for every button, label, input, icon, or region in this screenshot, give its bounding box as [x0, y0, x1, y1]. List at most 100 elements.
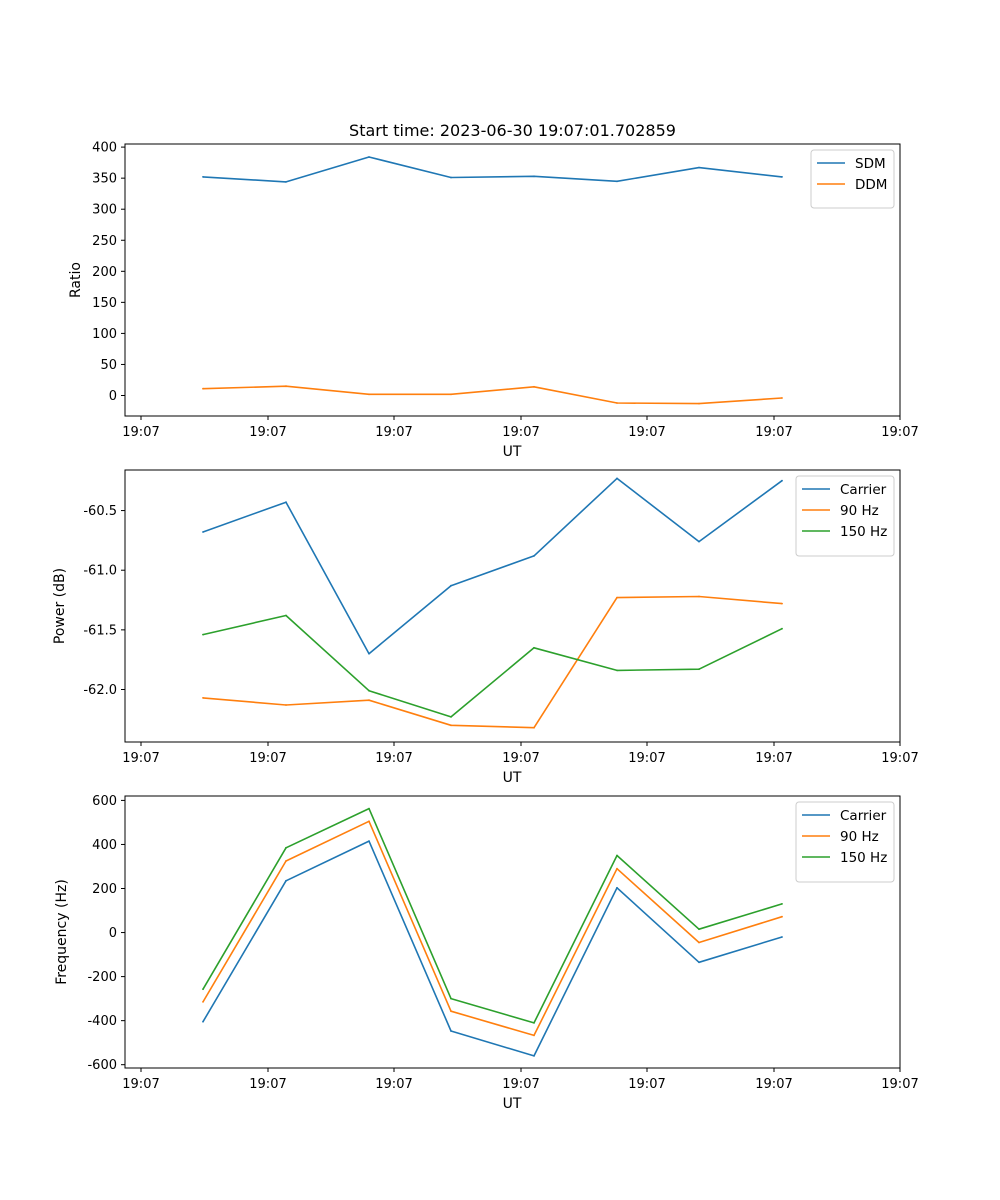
series-line-150-hz — [202, 807, 783, 1024]
data-point-carrier — [450, 1030, 452, 1032]
y-tick-label: 200 — [92, 265, 117, 280]
data-point-carrier — [698, 961, 700, 964]
x-tick-label: 19:07 — [249, 1077, 286, 1092]
x-axis-label: UT — [503, 1096, 522, 1112]
chart-panel-3: 19:07 19:07 19:07 19:07 19:07 19:07 19:07 -600 -… — [54, 794, 919, 1112]
data-point-carrier — [368, 840, 370, 842]
data-point-sdm — [781, 176, 783, 178]
y-axis-label: Power (dB) — [52, 568, 68, 644]
y-tick-label: 150 — [92, 296, 117, 311]
data-point-150-hz — [285, 614, 287, 617]
data-point-150-hz — [616, 854, 618, 857]
data-point-90-hz — [368, 699, 370, 702]
legend-label: SDM — [855, 156, 886, 172]
data-point-sdm — [202, 176, 204, 178]
data-point-sdm — [285, 181, 287, 183]
data-point-carrier — [616, 886, 618, 889]
data-point-carrier — [368, 652, 370, 655]
y-tick-label: -61.5 — [83, 623, 117, 638]
x-tick-label: 19:07 — [502, 751, 539, 766]
data-point-carrier — [533, 1055, 535, 1057]
data-point-150-hz — [450, 716, 452, 718]
y-tick-label: -60.5 — [83, 504, 117, 519]
data-point-150-hz — [368, 689, 370, 692]
y-tick-label: 100 — [92, 327, 117, 342]
data-point-150-hz — [202, 988, 204, 991]
legend-label: 90 Hz — [840, 503, 879, 519]
data-point-carrier — [202, 1020, 204, 1023]
data-point-150-hz — [698, 668, 700, 671]
data-point-90-hz — [698, 941, 700, 944]
x-axis-label: UT — [503, 770, 522, 786]
x-tick-label: 19:07 — [122, 1077, 159, 1092]
series-line-90-hz — [202, 595, 783, 729]
data-point-carrier — [698, 540, 700, 543]
y-tick-label: 250 — [92, 234, 117, 249]
data-point-sdm — [450, 176, 452, 179]
x-tick-label: 19:07 — [249, 751, 286, 766]
data-point-ddm — [781, 397, 783, 399]
data-point-sdm — [698, 166, 700, 169]
data-point-90-hz — [450, 1010, 452, 1013]
y-tick-label: 50 — [100, 358, 117, 373]
legend: Carrier 90 Hz 150 Hz — [795, 801, 895, 883]
legend-label: 150 Hz — [840, 850, 887, 866]
figure-title: Start time: 2023-06-30 19:07:01.702859 — [349, 121, 676, 140]
data-point-carrier — [533, 555, 535, 557]
data-point-carrier — [616, 477, 618, 480]
data-point-90-hz — [285, 860, 287, 862]
data-point-150-hz — [698, 928, 700, 931]
y-tick-label: 600 — [92, 794, 117, 809]
legend-label: Carrier — [840, 808, 887, 824]
x-tick-label: 19:07 — [628, 751, 665, 766]
legend: SDM DDM — [810, 149, 895, 209]
data-point-90-hz — [368, 820, 370, 823]
data-point-150-hz — [781, 903, 783, 905]
x-tick-label: 19:07 — [628, 425, 665, 440]
y-tick-label: -61.0 — [83, 564, 117, 579]
x-tick-label: 19:07 — [755, 425, 792, 440]
data-point-ddm — [202, 387, 204, 390]
data-point-ddm — [450, 393, 452, 396]
data-point-sdm — [616, 180, 618, 183]
x-tick-label: 19:07 — [122, 425, 159, 440]
chart-panel-1: 19:07 19:07 19:07 19:07 19:07 19:07 19:07 0 50 10… — [68, 141, 919, 460]
y-tick-label: 0 — [109, 389, 117, 404]
axes-frame — [124, 469, 901, 743]
series-line-sdm — [202, 156, 783, 183]
x-tick-label: 19:07 — [755, 1077, 792, 1092]
x-tick-label: 19:07 — [375, 1077, 412, 1092]
data-point-ddm — [698, 402, 700, 405]
legend-box — [810, 149, 895, 209]
y-tick-label: 400 — [92, 838, 117, 853]
data-point-150-hz — [368, 807, 370, 810]
data-point-150-hz — [450, 997, 452, 1000]
x-tick-label: 19:07 — [249, 425, 286, 440]
data-point-90-hz — [450, 724, 452, 727]
data-point-150-hz — [533, 646, 535, 649]
y-tick-label: 200 — [92, 882, 117, 897]
data-point-90-hz — [781, 915, 783, 918]
x-tick-label: 19:07 — [375, 751, 412, 766]
data-point-carrier — [285, 879, 287, 882]
series-line-150-hz — [202, 614, 783, 718]
x-tick-label: 19:07 — [881, 1077, 918, 1092]
data-point-150-hz — [533, 1022, 535, 1024]
data-point-90-hz — [698, 595, 700, 598]
legend: Carrier 90 Hz 150 Hz — [795, 475, 895, 557]
data-point-90-hz — [616, 867, 618, 870]
x-axis-label: UT — [503, 444, 522, 460]
series-line-ddm — [202, 385, 783, 405]
data-point-carrier — [202, 531, 204, 533]
y-tick-label: 400 — [92, 141, 117, 156]
legend-label: DDM — [855, 177, 887, 193]
axes-frame — [124, 143, 901, 417]
data-point-90-hz — [616, 596, 618, 599]
x-tick-label: 19:07 — [881, 751, 918, 766]
x-tick-label: 19:07 — [628, 1077, 665, 1092]
y-tick-label: -62.0 — [83, 683, 117, 698]
x-tick-label: 19:07 — [502, 425, 539, 440]
y-tick-label: 0 — [109, 926, 117, 941]
x-tick-label: 19:07 — [375, 425, 412, 440]
